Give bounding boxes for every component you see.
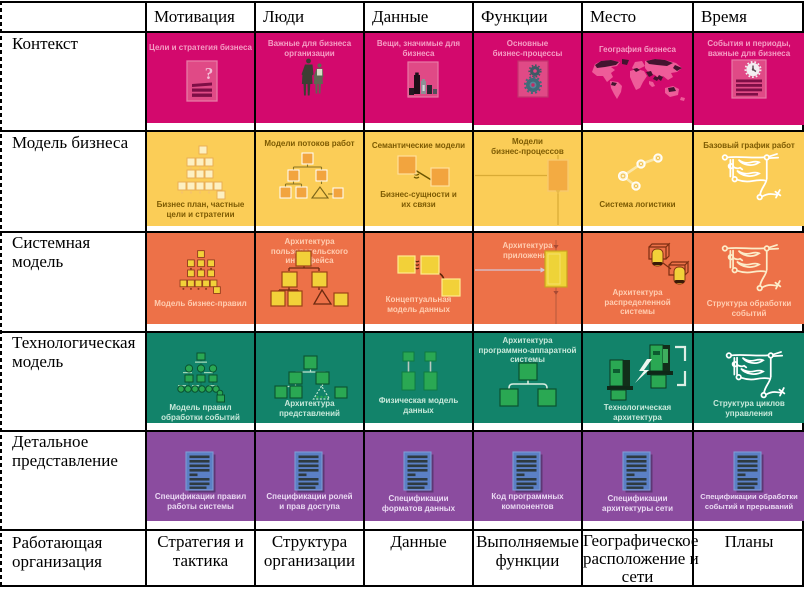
svg-text:?: ? [205,64,214,83]
